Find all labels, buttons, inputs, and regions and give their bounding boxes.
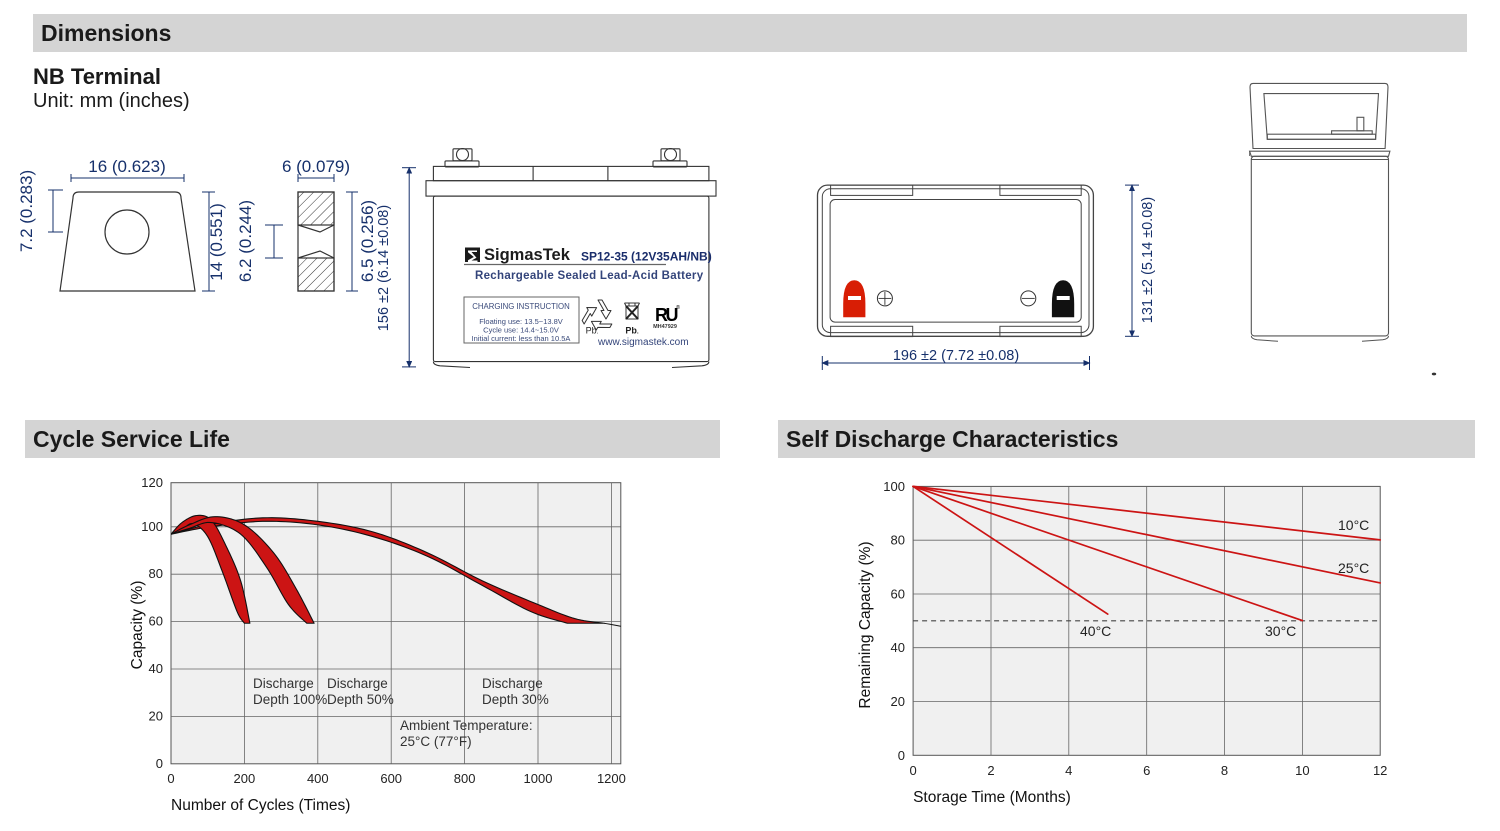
- svg-text:6.5 (0.256): 6.5 (0.256): [358, 200, 377, 282]
- svg-text:Discharge: Discharge: [253, 676, 314, 691]
- svg-text:40°C: 40°C: [1080, 623, 1111, 639]
- svg-text:196 ±2 (7.72 ±0.08): 196 ±2 (7.72 ±0.08): [893, 348, 1019, 364]
- svg-text:14 (0.551): 14 (0.551): [207, 203, 226, 281]
- svg-text:7.2 (0.283): 7.2 (0.283): [17, 170, 36, 252]
- svg-text:30°C: 30°C: [1265, 623, 1296, 639]
- svg-text:60: 60: [891, 586, 905, 601]
- svg-text:12: 12: [1373, 763, 1387, 778]
- svg-text:6 (0.079): 6 (0.079): [282, 157, 350, 176]
- svg-text:20: 20: [149, 708, 163, 723]
- svg-text:400: 400: [307, 771, 329, 786]
- svg-text:0: 0: [909, 763, 916, 778]
- svg-text:156 ±2 (6.14 ±0.08): 156 ±2 (6.14 ±0.08): [376, 205, 392, 331]
- svg-text:Remaining Capacity (%): Remaining Capacity (%): [857, 541, 874, 708]
- svg-text:SP12-35 (12V35AH/NB): SP12-35 (12V35AH/NB): [581, 250, 712, 264]
- svg-text:20: 20: [891, 694, 905, 709]
- svg-text:Ambient Temperature:: Ambient Temperature:: [400, 718, 533, 733]
- svg-text:60: 60: [149, 614, 163, 629]
- svg-text:1000: 1000: [524, 771, 553, 786]
- svg-text:Number of Cycles (Times): Number of Cycles (Times): [171, 797, 350, 814]
- svg-text:8: 8: [1221, 763, 1228, 778]
- svg-text:RU: RU: [655, 305, 677, 325]
- svg-text:10: 10: [1295, 763, 1309, 778]
- svg-text:0: 0: [167, 771, 174, 786]
- svg-text:0: 0: [156, 756, 163, 771]
- svg-text:80: 80: [149, 566, 163, 581]
- svg-text:Depth 100%: Depth 100%: [253, 692, 327, 707]
- svg-text:200: 200: [234, 771, 256, 786]
- svg-text:®: ®: [676, 304, 680, 311]
- svg-text:80: 80: [891, 533, 905, 548]
- svg-text:40: 40: [149, 661, 163, 676]
- svg-text:Pb.: Pb.: [625, 326, 639, 336]
- svg-text:600: 600: [380, 771, 402, 786]
- svg-text:www.sigmastek.com: www.sigmastek.com: [597, 337, 689, 348]
- svg-text:Discharge: Discharge: [482, 676, 543, 691]
- svg-text:6.2 (0.244): 6.2 (0.244): [236, 200, 255, 282]
- svg-text:Discharge: Discharge: [327, 676, 388, 691]
- svg-text:Depth 50%: Depth 50%: [327, 692, 394, 707]
- svg-text:Initial current: less than 10.: Initial current: less than 10.5A: [472, 334, 571, 343]
- svg-text:Rechargeable Sealed Lead-Acid: Rechargeable Sealed Lead-Acid Battery: [475, 270, 704, 282]
- svg-text:131 ±2 (5.14 ±0.08): 131 ±2 (5.14 ±0.08): [1140, 197, 1156, 323]
- svg-text:10°C: 10°C: [1338, 517, 1369, 533]
- svg-text:1200: 1200: [597, 771, 626, 786]
- svg-text:800: 800: [454, 771, 476, 786]
- svg-text:6: 6: [1143, 763, 1150, 778]
- svg-text:Pb.: Pb.: [586, 326, 599, 336]
- svg-text:Depth 30%: Depth 30%: [482, 692, 549, 707]
- svg-text:16 (0.623): 16 (0.623): [88, 157, 166, 176]
- svg-text:25°C: 25°C: [1338, 560, 1369, 576]
- svg-text:4: 4: [1065, 763, 1072, 778]
- svg-text:40: 40: [891, 640, 905, 655]
- svg-text:120: 120: [141, 475, 163, 490]
- svg-text:SigmasTek: SigmasTek: [484, 246, 571, 264]
- svg-text:0: 0: [898, 748, 905, 763]
- svg-text:25°C (77°F): 25°C (77°F): [400, 734, 472, 749]
- svg-text:Capacity (%): Capacity (%): [129, 581, 146, 670]
- svg-text:100: 100: [141, 519, 163, 534]
- svg-text:Storage Time (Months): Storage Time (Months): [913, 789, 1071, 806]
- svg-text:2: 2: [987, 763, 994, 778]
- svg-text:CHARGING INSTRUCTION: CHARGING INSTRUCTION: [472, 302, 569, 311]
- svg-text:100: 100: [883, 479, 905, 494]
